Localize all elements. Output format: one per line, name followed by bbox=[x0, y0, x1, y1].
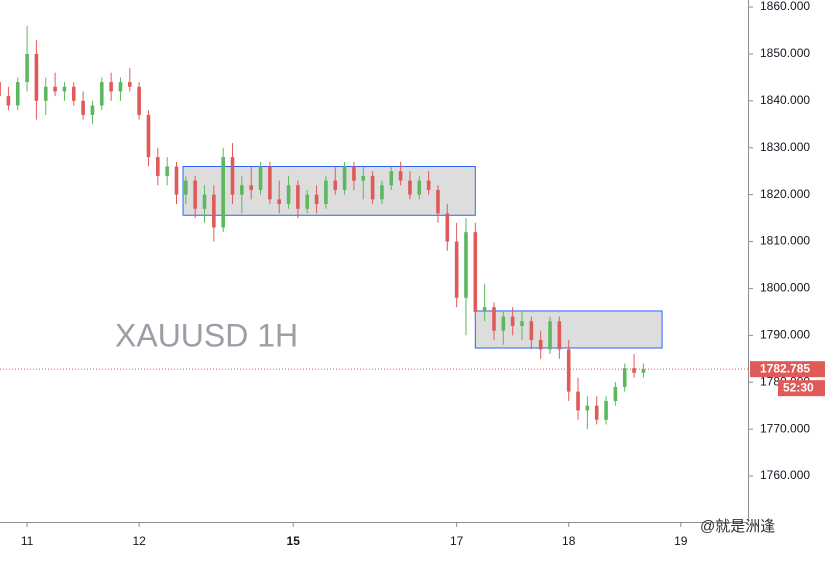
candle-body bbox=[25, 53, 29, 83]
candle-body bbox=[221, 157, 225, 228]
countdown-box bbox=[778, 380, 825, 397]
candle-body bbox=[286, 185, 291, 205]
y-tick-label: 1840.000 bbox=[760, 93, 810, 107]
candle-body bbox=[174, 166, 179, 195]
candle-body bbox=[501, 316, 506, 331]
candle-body bbox=[557, 321, 562, 350]
candle-body bbox=[118, 82, 123, 92]
candle-body bbox=[613, 386, 618, 401]
candle-body bbox=[426, 180, 431, 190]
candle-body bbox=[240, 185, 244, 195]
candle-body bbox=[454, 241, 459, 298]
candle-body bbox=[604, 400, 608, 420]
candle-body bbox=[436, 189, 440, 214]
candle-body bbox=[156, 157, 160, 176]
candle-body bbox=[258, 166, 263, 190]
candle-body bbox=[324, 180, 328, 205]
x-tick-label: 15 bbox=[287, 534, 301, 548]
candle-body bbox=[71, 86, 76, 101]
candle-body bbox=[380, 185, 384, 200]
candle-body bbox=[43, 86, 48, 101]
candle-body bbox=[53, 86, 57, 92]
y-tick-label: 1760.000 bbox=[760, 468, 810, 482]
candle-body bbox=[6, 96, 11, 106]
candle-body bbox=[632, 368, 636, 373]
candle-body bbox=[548, 321, 552, 350]
candle-body bbox=[109, 82, 113, 92]
candle-body bbox=[361, 175, 366, 181]
candle-body bbox=[529, 321, 534, 341]
y-tick-label: 1790.000 bbox=[760, 328, 810, 342]
zone bbox=[182, 165, 476, 216]
candle-body bbox=[81, 100, 85, 115]
candle-body bbox=[538, 340, 543, 350]
candle-body bbox=[146, 114, 151, 158]
candle-body bbox=[641, 369, 646, 373]
countdown: 52:30 bbox=[783, 380, 814, 394]
candle-body bbox=[445, 213, 450, 242]
candle-body bbox=[230, 157, 235, 195]
y-tick-label: 1830.000 bbox=[760, 140, 810, 154]
candle-body bbox=[277, 199, 282, 205]
candle-body bbox=[15, 82, 20, 106]
candle-body bbox=[482, 307, 487, 312]
last-price-label: 1782.785 bbox=[760, 361, 810, 375]
candle-body bbox=[408, 180, 412, 195]
candle-body bbox=[268, 166, 272, 200]
x-tick-label: 17 bbox=[450, 534, 464, 548]
candle-body bbox=[520, 321, 524, 326]
candle-body bbox=[296, 185, 300, 209]
candle-body bbox=[492, 307, 496, 331]
x-tick-label: 11 bbox=[21, 534, 34, 548]
candle-body bbox=[398, 171, 403, 181]
candle-body bbox=[576, 391, 580, 411]
candle-body bbox=[212, 194, 216, 228]
candle-body bbox=[99, 82, 104, 106]
candle-body bbox=[90, 105, 95, 115]
candle-body bbox=[510, 316, 515, 326]
candle-body bbox=[305, 194, 310, 209]
last-price-box bbox=[750, 361, 825, 378]
candle-body bbox=[184, 180, 188, 195]
candle-body bbox=[34, 53, 39, 101]
y-tick-label: 1800.000 bbox=[760, 281, 810, 295]
candle-body bbox=[464, 232, 468, 298]
y-tick-label: 1810.000 bbox=[760, 234, 810, 248]
candle-body bbox=[62, 86, 67, 92]
candle-body bbox=[137, 86, 141, 115]
candle-body bbox=[193, 180, 197, 209]
candle-body bbox=[594, 405, 599, 420]
candle-body bbox=[622, 368, 627, 387]
candle-body bbox=[333, 180, 338, 190]
y-tick-label: 1820.000 bbox=[760, 187, 810, 201]
candle-body bbox=[249, 185, 254, 190]
candle-body bbox=[473, 232, 478, 312]
candle-body bbox=[566, 349, 571, 392]
credit: @就是洲逢 bbox=[700, 518, 775, 535]
x-tick-label: 12 bbox=[132, 534, 146, 548]
y-tick-label: 1860.000 bbox=[760, 0, 810, 13]
x-tick-label: 19 bbox=[674, 534, 688, 548]
y-tick-label: 1850.000 bbox=[760, 46, 810, 60]
candle-body bbox=[342, 166, 347, 190]
candle-body bbox=[128, 82, 132, 87]
watermark: XAUUSD 1H bbox=[115, 317, 298, 353]
candle-body bbox=[370, 175, 375, 200]
candle-body bbox=[585, 405, 590, 411]
candle-body bbox=[417, 180, 422, 195]
candle-body bbox=[165, 166, 169, 176]
candle-body bbox=[202, 194, 207, 209]
candle-body bbox=[389, 171, 394, 186]
candle-body bbox=[0, 82, 1, 97]
x-tick-label: 18 bbox=[562, 534, 576, 548]
candle-body bbox=[314, 194, 319, 205]
candle-body bbox=[352, 166, 356, 181]
y-tick-label: 1770.000 bbox=[760, 421, 810, 435]
